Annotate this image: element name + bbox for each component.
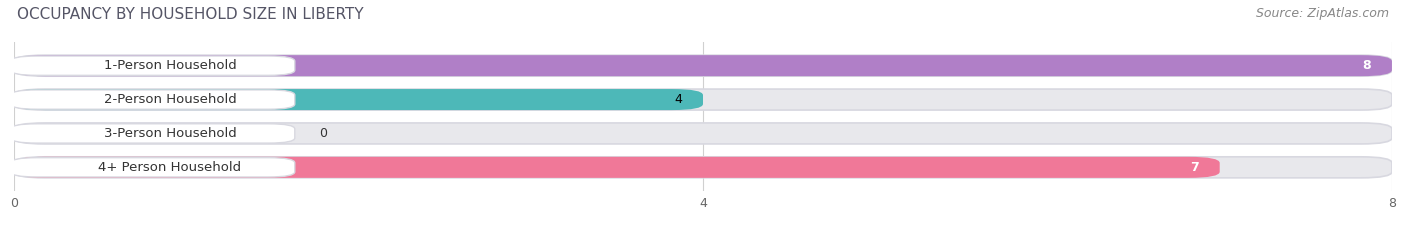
Text: 0: 0 (319, 127, 328, 140)
Text: 2-Person Household: 2-Person Household (104, 93, 236, 106)
Text: 8: 8 (1362, 59, 1371, 72)
Text: 4+ Person Household: 4+ Person Household (98, 161, 242, 174)
FancyBboxPatch shape (11, 56, 295, 75)
Text: 3-Person Household: 3-Person Household (104, 127, 236, 140)
Text: 4: 4 (675, 93, 682, 106)
FancyBboxPatch shape (14, 157, 1219, 178)
FancyBboxPatch shape (11, 124, 295, 143)
FancyBboxPatch shape (14, 89, 1392, 110)
FancyBboxPatch shape (14, 55, 1392, 76)
FancyBboxPatch shape (11, 90, 295, 109)
Text: 7: 7 (1191, 161, 1199, 174)
Text: 1-Person Household: 1-Person Household (104, 59, 236, 72)
Text: OCCUPANCY BY HOUSEHOLD SIZE IN LIBERTY: OCCUPANCY BY HOUSEHOLD SIZE IN LIBERTY (17, 7, 364, 22)
FancyBboxPatch shape (14, 55, 1392, 76)
FancyBboxPatch shape (11, 158, 295, 177)
Text: Source: ZipAtlas.com: Source: ZipAtlas.com (1256, 7, 1389, 20)
FancyBboxPatch shape (14, 123, 1392, 144)
FancyBboxPatch shape (14, 89, 703, 110)
FancyBboxPatch shape (14, 157, 1392, 178)
